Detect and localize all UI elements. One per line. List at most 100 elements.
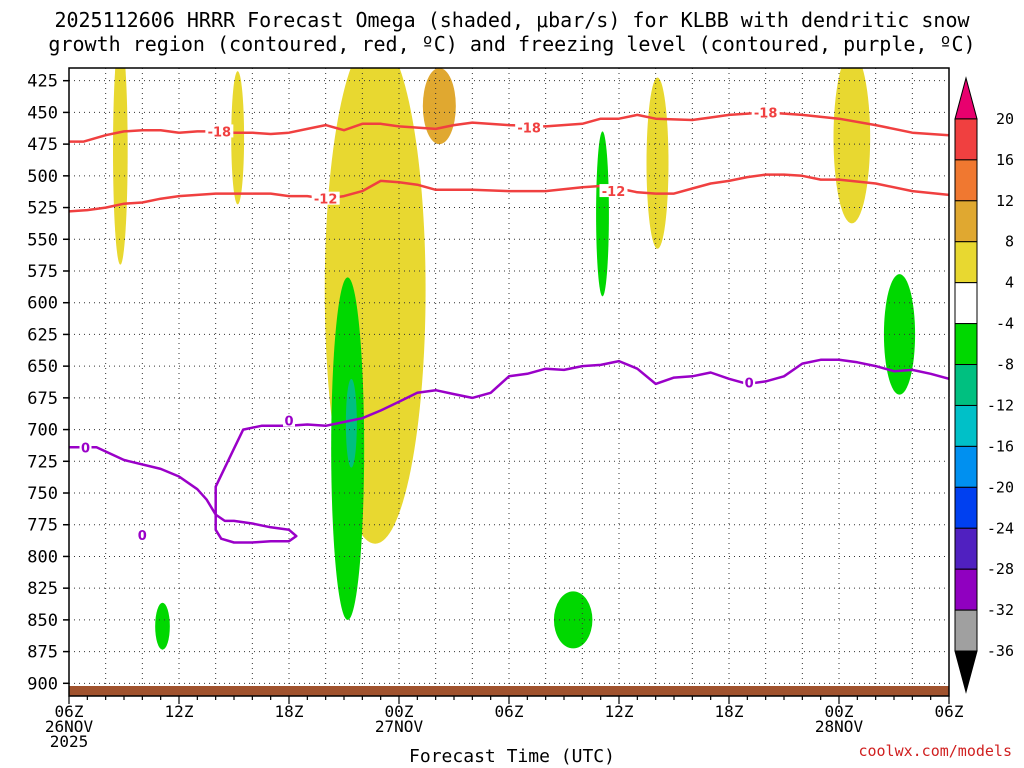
colorbar-swatch xyxy=(954,568,978,611)
contour-labels: -18 -18 -18 -12 -12 0 0 0 0 xyxy=(79,105,780,544)
contour-label-bg xyxy=(136,527,149,541)
x-tick-label: 27NOV xyxy=(375,717,424,736)
contour-label-1-0: 0 xyxy=(81,441,90,456)
x-tick-label: 06Z xyxy=(495,702,524,721)
chart-title-line-1: 2025112606 HRRR Forecast Omega (shaded, … xyxy=(54,8,970,32)
contour-label-bg xyxy=(515,120,544,134)
colorbar-label: -16 xyxy=(987,437,1014,455)
y-tick-label: 650 xyxy=(27,357,58,377)
y-tick-label: 600 xyxy=(27,294,58,314)
x-tick-label: 06Z xyxy=(935,702,964,721)
contour-label-bg xyxy=(743,375,756,389)
omega-region-1 xyxy=(231,71,245,205)
colorbar-label: -24 xyxy=(987,519,1014,537)
contour-line-0-0 xyxy=(69,111,949,143)
colorbar-swatch xyxy=(954,364,978,406)
omega-region-5 xyxy=(833,68,871,224)
grid-lines xyxy=(68,68,950,696)
colorbar-swatch xyxy=(954,486,978,529)
colorbar-label: 20 xyxy=(996,110,1014,128)
colorbar-swatch xyxy=(954,282,978,325)
y-tick-label: 750 xyxy=(27,484,58,504)
omega-region-10 xyxy=(553,591,593,649)
y-tick-label: 850 xyxy=(27,611,58,631)
contour-label-0-1: -18 xyxy=(517,122,541,137)
contour-label-0-0: -18 xyxy=(208,125,232,140)
contour-label-0-4: -12 xyxy=(602,185,626,200)
y-tick-label: 800 xyxy=(27,547,58,567)
colorbar-label: -8 xyxy=(996,356,1014,374)
x-tick-label: 00Z xyxy=(385,702,414,721)
omega-region-3 xyxy=(422,68,456,145)
omega-region-4 xyxy=(646,77,669,249)
colorbar: 20 16 12 8 4 -4 -8 -12 -16 -20 -24 -28 -32 -36 xyxy=(954,76,1014,694)
y-tick-label: 875 xyxy=(27,643,58,663)
x-tick-label: 26NOV xyxy=(45,717,94,736)
x-tick-label: 2025 xyxy=(50,732,89,751)
omega-region-7 xyxy=(345,378,357,468)
omega-region-0 xyxy=(113,68,128,265)
chart-title-line-2: growth region (contoured, red, ºC) and f… xyxy=(48,32,976,56)
y-tick-label: 825 xyxy=(27,579,58,599)
contour-label-0-2: -18 xyxy=(754,106,778,121)
colorbar-swatch xyxy=(954,241,978,284)
colorbar-label: -32 xyxy=(987,601,1014,619)
colorbar-swatch xyxy=(954,527,978,570)
x-tick-label: 06Z xyxy=(55,702,84,721)
x-tick-label: 12Z xyxy=(605,702,634,721)
terrain-band xyxy=(69,686,949,696)
x-tick-label: 18Z xyxy=(715,702,744,721)
contour-label-bg xyxy=(283,413,295,427)
omega-region-8 xyxy=(596,131,609,297)
colorbar-label: -28 xyxy=(987,560,1014,578)
contour-line-1-0 xyxy=(69,358,949,544)
colorbar-swatch xyxy=(954,118,978,161)
y-tick-label: 900 xyxy=(27,674,58,694)
contour-lines xyxy=(69,111,949,544)
contour-label-bg xyxy=(599,184,628,198)
y-tick-label: 725 xyxy=(27,452,58,472)
x-tick-label: 12Z xyxy=(165,702,194,721)
colorbar-top-arrow xyxy=(954,76,978,120)
y-tick-label: 475 xyxy=(27,135,58,155)
contour-label-bg xyxy=(205,124,234,138)
x-axis-title: Forecast Time (UTC) xyxy=(409,746,615,767)
colorbar-label: -12 xyxy=(987,396,1014,414)
plot-frame xyxy=(68,67,950,697)
y-tick-label: 775 xyxy=(27,516,58,536)
colorbar-swatch xyxy=(954,609,978,652)
y-tick-label: 500 xyxy=(27,167,58,187)
colorbar-label: 12 xyxy=(996,192,1014,210)
colorbar-label: -20 xyxy=(987,478,1014,496)
y-tick-label: 625 xyxy=(27,325,58,345)
y-tick-label: 575 xyxy=(27,262,58,282)
omega-region-9 xyxy=(155,602,170,650)
x-tick-label: 28NOV xyxy=(815,717,864,736)
colorbar-swatch xyxy=(954,445,978,488)
contour-label-1-2: 0 xyxy=(745,377,754,392)
y-tick-label: 700 xyxy=(27,421,58,441)
y-tick-label: 450 xyxy=(27,103,58,123)
y-tick-label: 525 xyxy=(27,199,58,219)
contour-label-1-1: 0 xyxy=(284,415,293,430)
contour-label-bg xyxy=(311,191,340,205)
x-tick-label: 00Z xyxy=(825,702,854,721)
contour-label-1-3: 0 xyxy=(138,529,147,544)
colorbar-label: -4 xyxy=(996,315,1014,333)
colorbar-label: 8 xyxy=(1005,233,1014,251)
y-tick-label: 550 xyxy=(27,230,58,250)
colorbar-swatch xyxy=(954,200,978,243)
y-axis: 425 450 475 500 525 550 575 600 625 650 675 700 725 7… xyxy=(27,72,69,694)
credit-text: coolwx.com/models xyxy=(858,742,1012,760)
colorbar-swatch xyxy=(954,404,978,447)
colorbar-label: 16 xyxy=(996,151,1014,169)
colorbar-swatch xyxy=(954,159,978,202)
colorbar-swatch xyxy=(954,323,978,366)
contour-label-0-3: -12 xyxy=(314,193,338,208)
y-tick-label: 675 xyxy=(27,389,58,409)
contour-label-bg xyxy=(79,440,92,454)
y-tick-label: 425 xyxy=(27,72,58,92)
colorbar-bottom-arrow xyxy=(954,650,978,694)
